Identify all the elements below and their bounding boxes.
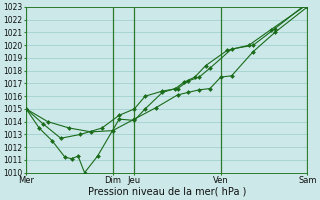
X-axis label: Pression niveau de la mer( hPa ): Pression niveau de la mer( hPa ) — [88, 187, 246, 197]
